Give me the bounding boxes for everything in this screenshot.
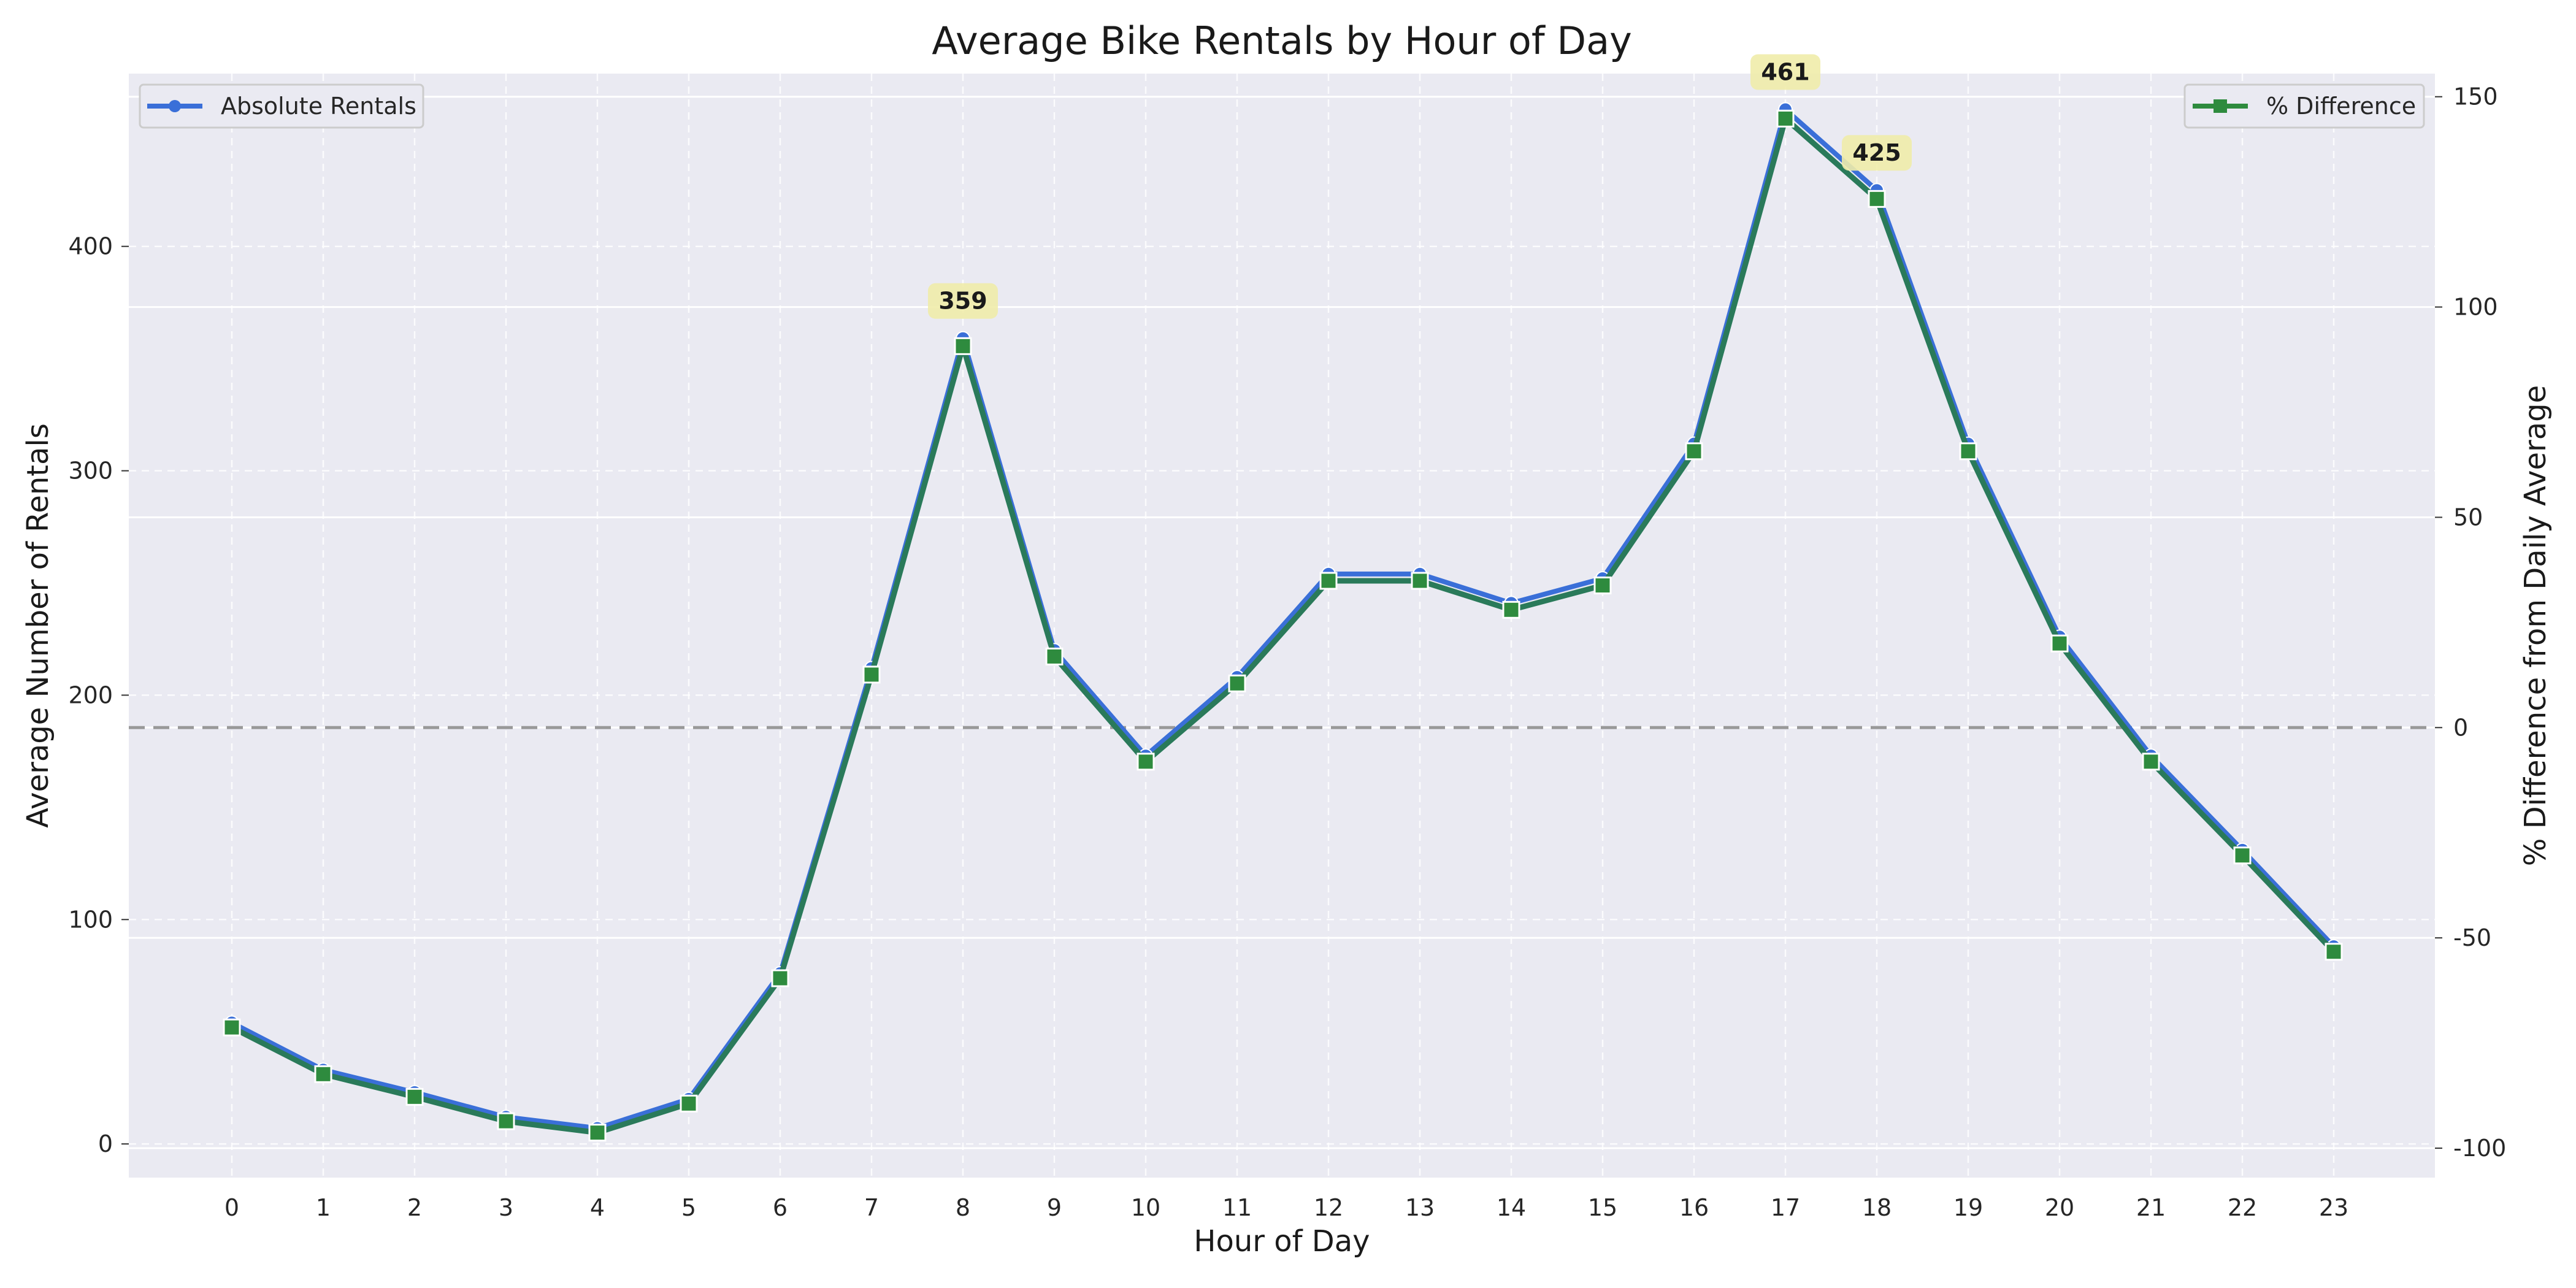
- percent-difference-point: [1959, 442, 1977, 461]
- x-tick-label: 6: [773, 1194, 788, 1221]
- percent-difference-point: [1045, 647, 1064, 665]
- legend-diff: % Difference: [2183, 83, 2425, 129]
- y-tick-label-left: 0: [98, 1130, 113, 1157]
- y-tick-label-left: 100: [68, 906, 113, 933]
- peak-annotation-box: [1842, 135, 1912, 171]
- x-tick-label: 2: [407, 1194, 422, 1221]
- percent-difference-point: [1868, 190, 1886, 208]
- series-layer: [223, 102, 2343, 1142]
- percent-difference-line: [230, 115, 2336, 1136]
- x-tick-label: 22: [2228, 1194, 2257, 1221]
- percent-difference-point: [1137, 753, 1155, 771]
- x-tick-label: 21: [2136, 1194, 2166, 1221]
- percent-difference-point: [405, 1087, 424, 1106]
- x-tick-label: 14: [1497, 1194, 1526, 1221]
- y-tick-label-right: 100: [2453, 294, 2498, 321]
- grid-layer: [129, 74, 2435, 1178]
- x-tick-label: 0: [224, 1194, 239, 1221]
- percent-difference-point: [497, 1112, 515, 1130]
- y-tick-label-right: 0: [2453, 714, 2468, 741]
- legend-diff-box: [2183, 83, 2425, 129]
- absolute-rentals-line: [231, 107, 2336, 1131]
- y-tick-label-right: -50: [2453, 924, 2491, 951]
- percent-difference-point: [314, 1065, 332, 1083]
- percent-difference-point: [2142, 753, 2160, 771]
- x-tick-label: 9: [1047, 1194, 1062, 1221]
- x-tick-label: 18: [1862, 1194, 1892, 1221]
- x-axis-label: Hour of Day: [1194, 1224, 1370, 1259]
- legend-absolute-box: [139, 83, 424, 129]
- y-tick-label-right: 150: [2453, 83, 2498, 110]
- percent-difference-point: [2233, 846, 2252, 865]
- percent-difference-point: [223, 1018, 241, 1037]
- y-tick-label-left: 400: [68, 233, 113, 260]
- x-tick-label: 5: [681, 1194, 696, 1221]
- percent-difference-point: [1593, 577, 1612, 595]
- legend-diff-label: % Difference: [2266, 93, 2416, 120]
- percent-difference-point: [1685, 442, 1703, 461]
- legend-absolute-label: Absolute Rentals: [221, 93, 416, 120]
- peak-annotation-label: 425: [1852, 139, 1901, 166]
- x-tick-label: 17: [1771, 1194, 1800, 1221]
- peak-annotation-box: [1750, 54, 1820, 90]
- percent-difference-point: [1502, 600, 1520, 619]
- x-tick-label: 23: [2319, 1194, 2348, 1221]
- x-tick-label: 10: [1131, 1194, 1160, 1221]
- x-tick-label: 3: [499, 1194, 513, 1221]
- y-axis-label-right: % Difference from Daily Average: [2518, 385, 2553, 866]
- y-tick-label-left: 200: [68, 681, 113, 708]
- percent-difference-point: [1411, 572, 1429, 590]
- y-tick-label-right: -100: [2453, 1135, 2506, 1162]
- x-tick-label: 1: [316, 1194, 331, 1221]
- peak-annotation-box: [928, 283, 998, 319]
- percent-difference-point: [1319, 572, 1338, 590]
- x-tick-label: 13: [1405, 1194, 1435, 1221]
- x-tick-label: 16: [1679, 1194, 1709, 1221]
- percent-difference-point: [2325, 943, 2343, 961]
- legend-absolute: Absolute Rentals: [139, 83, 424, 129]
- percent-difference-point: [771, 969, 789, 987]
- y-tick-label-right: 50: [2453, 504, 2483, 531]
- percent-difference-point: [1776, 109, 1795, 128]
- y-tick-label-left: 300: [68, 458, 113, 485]
- x-tick-label: 20: [2045, 1194, 2074, 1221]
- annotation-layer: 359 461 425: [928, 54, 1912, 319]
- tick-layer: 0 1 2 3 4 5 6 7 8 9 10 11 12 13 14 15 16 17 18 19 20 21 22 2301…: [68, 83, 2506, 1221]
- x-tick-label: 19: [1953, 1194, 1983, 1221]
- percent-difference-point: [588, 1124, 607, 1142]
- x-tick-label: 15: [1588, 1194, 1617, 1221]
- peak-annotation-label: 461: [1761, 59, 1809, 86]
- legend-absolute-swatch-marker: [169, 100, 181, 112]
- x-tick-label: 11: [1222, 1194, 1252, 1221]
- percent-difference-point: [680, 1094, 698, 1113]
- x-tick-label: 12: [1314, 1194, 1343, 1221]
- x-tick-label: 8: [956, 1194, 970, 1221]
- percent-difference-point: [2050, 634, 2069, 653]
- percent-difference-point: [954, 337, 972, 355]
- x-tick-label: 7: [864, 1194, 879, 1221]
- chart-title: Average Bike Rentals by Hour of Day: [932, 18, 1632, 63]
- percent-difference-point: [1228, 674, 1246, 692]
- peak-annotation-label: 359: [938, 288, 987, 315]
- y-axis-label-left: Average Number of Rentals: [21, 423, 55, 828]
- percent-difference-point: [862, 665, 881, 684]
- x-tick-label: 4: [590, 1194, 605, 1221]
- legend-diff-swatch-marker: [2214, 99, 2227, 113]
